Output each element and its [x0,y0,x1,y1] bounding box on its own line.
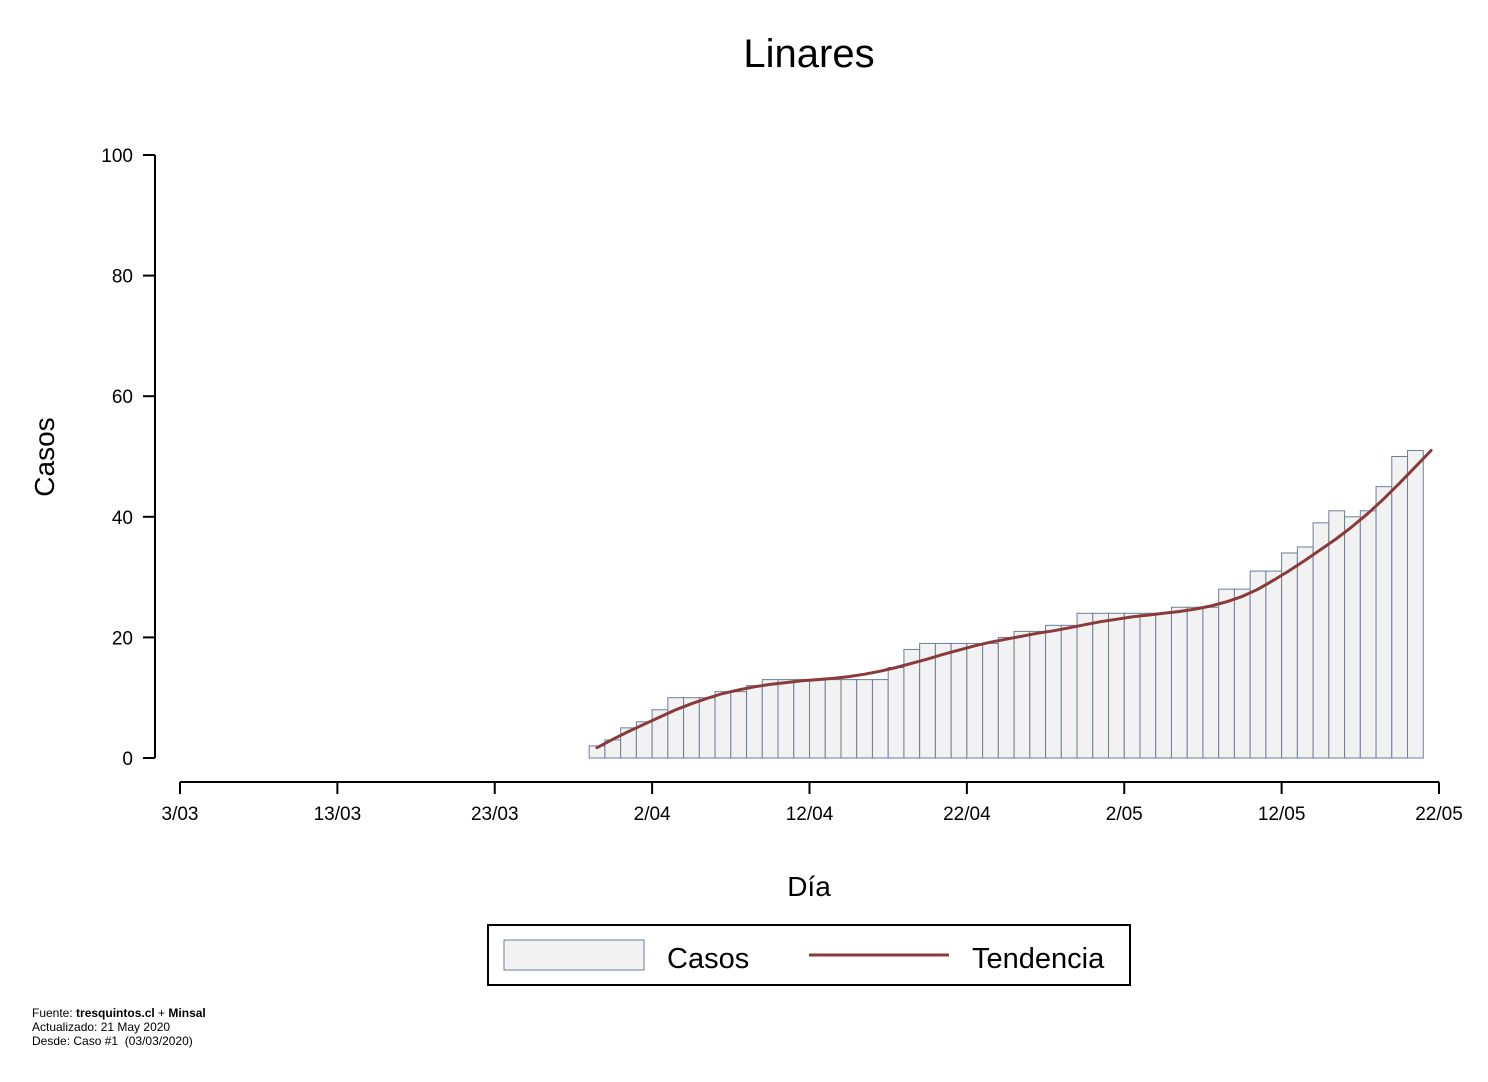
bar [997,636,1015,759]
bar [950,642,968,759]
bar [1375,486,1393,759]
legend-label-casos: Casos [667,943,749,975]
x-tick-label: 22/05 [1415,804,1463,825]
x-axis-title: Día [787,871,831,902]
x-tick-label: 23/03 [471,804,519,825]
bar [1045,624,1062,759]
bar [1123,612,1141,759]
bar [730,691,748,759]
x-axis: 3/03 13/03 23/03 2/04 12/04 22/04 2/05 12/05 22/… [162,781,1463,825]
x-tick-label: 12/04 [786,804,834,825]
y-axis-title: Casos [29,417,60,496]
bar [777,679,795,759]
bar [966,642,984,759]
bar [1233,588,1251,759]
x-tick-label: 3/03 [162,804,199,825]
source-link-tresquintos: tresquintos.cl [76,1006,155,1020]
bar [1391,456,1409,759]
bar-series [588,449,1424,759]
x-tick-label: 12/05 [1258,804,1306,825]
bar [887,667,905,759]
bar [1249,570,1267,759]
bar [761,679,779,759]
y-tick-label: 20 [112,628,133,649]
legend-label-tendencia: Tendencia [972,943,1105,975]
bar [871,679,889,759]
bar [1218,588,1235,759]
footer-source: Fuente: tresquintos.cl + Minsal [32,1006,206,1020]
y-tick-label: 60 [112,387,133,408]
bar [840,679,858,759]
bar [793,679,811,759]
bar [1029,630,1047,759]
bar [1359,510,1377,759]
y-tick-label: 0 [122,749,133,770]
x-tick-label: 13/03 [314,804,362,825]
y-tick-label: 100 [101,146,133,167]
bar [856,679,873,759]
bar [698,697,716,759]
bar [714,691,732,759]
footer-notes: Fuente: tresquintos.cl + Minsal Actualiz… [32,1006,206,1048]
bar [1328,510,1346,759]
bar [1407,449,1424,759]
y-tick-label: 40 [112,508,133,529]
x-tick-label: 2/05 [1106,804,1143,825]
bar [1344,516,1361,759]
bar [982,642,999,759]
bar [1296,546,1314,759]
bar [1139,612,1157,759]
x-tick-label: 22/04 [943,804,991,825]
footer-updated: Actualizado: 21 May 2020 [32,1020,171,1034]
bar [934,642,952,759]
trend-series [595,449,1433,750]
bar [1013,630,1031,759]
bar [1108,612,1125,759]
bar [809,679,826,759]
bar [1076,612,1094,759]
bar [1170,606,1188,759]
bar [746,685,763,759]
legend: Casos Tendencia [487,924,1131,986]
bar [1155,612,1172,759]
legend-swatch-casos [503,939,645,971]
bar [1281,552,1298,759]
bar [824,679,842,759]
bar [1265,570,1283,759]
bar [1186,606,1204,759]
bar [1060,624,1078,759]
trend-line [595,449,1433,750]
footer-since: Desde: Caso #1 (03/03/2020) [32,1034,193,1048]
bar [1092,612,1110,759]
chart-title: Linares [743,32,874,76]
y-tick-label: 80 [112,267,133,288]
source-minsal: Minsal [168,1006,206,1020]
bar [1202,606,1220,759]
bar [1312,522,1330,759]
x-tick-label: 2/04 [634,804,671,825]
y-axis: 0 20 40 60 80 100 [101,146,156,770]
